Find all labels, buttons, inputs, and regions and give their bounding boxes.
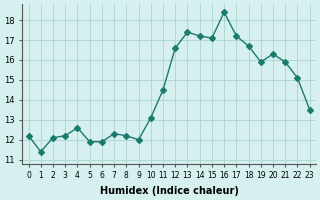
X-axis label: Humidex (Indice chaleur): Humidex (Indice chaleur) [100, 186, 239, 196]
